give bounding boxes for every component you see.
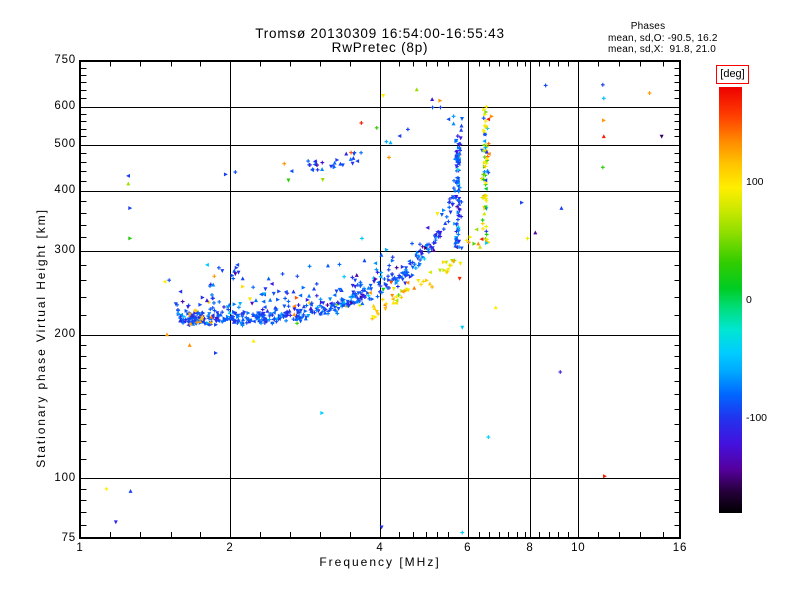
y-tick-label: 300 bbox=[54, 244, 76, 257]
y-tick-label: 100 bbox=[54, 471, 76, 484]
plot-title: Tromsø 20130309 16:54:00-16:55:43 bbox=[255, 26, 505, 41]
x-tick-label: 10 bbox=[571, 542, 586, 554]
y-tick-label: 600 bbox=[54, 100, 76, 113]
y-tick-label: 750 bbox=[54, 54, 76, 66]
colorbar-tick-label: 100 bbox=[746, 175, 764, 188]
x-tick-label: 4 bbox=[376, 542, 384, 554]
y-tick-label: 400 bbox=[54, 184, 76, 197]
phases-o-mode-stats: mean, sd,O: -90.5, 16.2 bbox=[608, 32, 718, 44]
y-tick-label: 500 bbox=[54, 138, 76, 151]
x-tick-label: 8 bbox=[526, 542, 534, 554]
colorbar-unit-label: [deg] bbox=[716, 65, 749, 84]
colorbar-tick-label: 0 bbox=[746, 294, 752, 306]
colorbar-tick-label: -100 bbox=[746, 412, 768, 425]
x-tick-label: 2 bbox=[226, 542, 234, 554]
y-tick-label: 200 bbox=[54, 328, 76, 341]
x-axis-label: Frequency [MHz] bbox=[319, 555, 441, 569]
plot-subtitle: RwPretec (8p) bbox=[331, 40, 429, 55]
y-tick-label: 75 bbox=[61, 531, 76, 544]
x-tick-label: 16 bbox=[672, 542, 688, 554]
x-tick-label: 6 bbox=[464, 542, 472, 554]
phases-x-mode-stats: mean, sd,X: 91.8, 21.0 bbox=[608, 44, 716, 55]
x-tick-label: 1 bbox=[76, 542, 84, 554]
phases-heading: Phases bbox=[630, 21, 666, 32]
